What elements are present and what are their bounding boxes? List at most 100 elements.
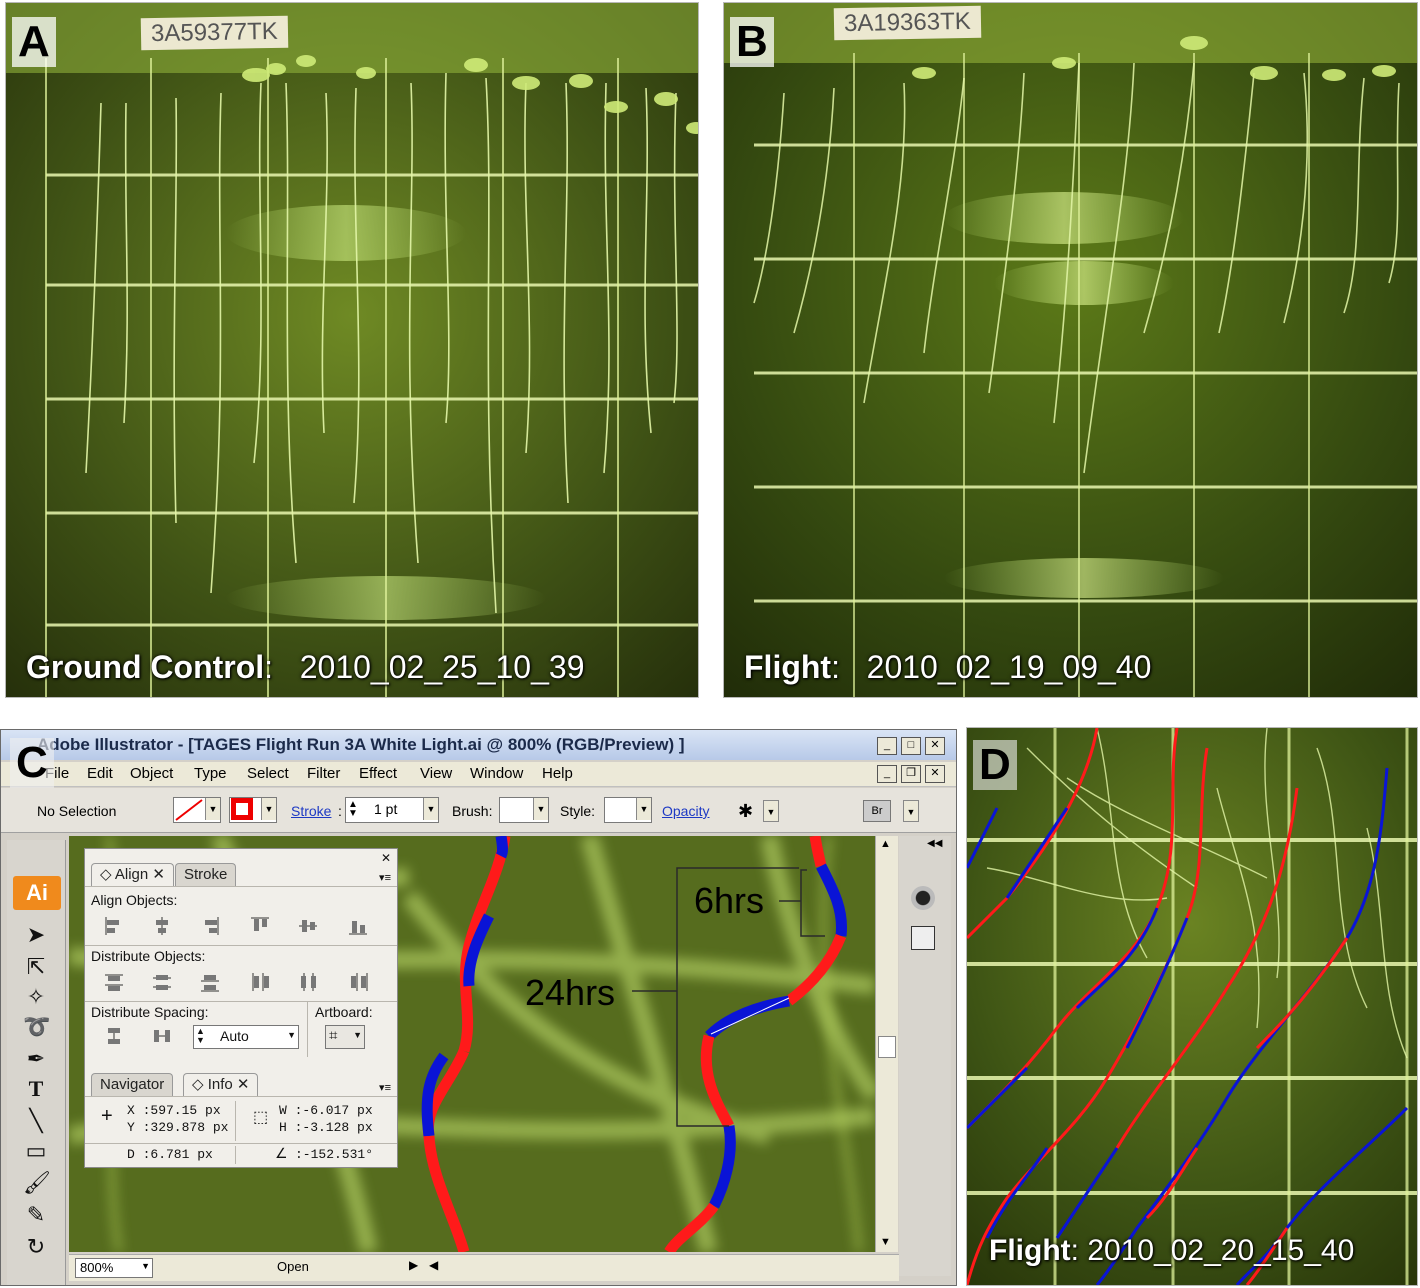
style-label: Style: — [560, 803, 596, 819]
tab-navigator[interactable]: Navigator — [91, 1073, 174, 1096]
info-angle: :-152.531° — [295, 1147, 374, 1162]
chevron-down-icon[interactable]: ▼ — [205, 798, 220, 820]
spacing-vertical-icon[interactable] — [103, 1025, 125, 1047]
palette-menu-icon[interactable]: ▾≡ — [379, 872, 391, 884]
scroll-up-icon[interactable]: ▲ — [880, 838, 891, 850]
menu-filter[interactable]: Filter — [307, 765, 341, 782]
lasso-tool-icon[interactable]: ➰ — [23, 1014, 51, 1039]
magic-wand-icon[interactable]: ✧ — [26, 984, 46, 1009]
stroke-color-icon — [231, 798, 253, 820]
menu-select[interactable]: Select — [247, 765, 289, 782]
doc-minimize-button[interactable]: _ — [877, 765, 897, 783]
menu-object[interactable]: Object — [130, 765, 174, 782]
spacing-field[interactable]: ▲ ▼ Auto ▼ — [193, 1025, 299, 1049]
pen-tool-icon[interactable]: ✒ — [26, 1046, 46, 1071]
maximize-button[interactable]: □ — [901, 737, 921, 755]
distribute-left-icon[interactable] — [249, 971, 271, 993]
align-middle-icon[interactable] — [297, 915, 319, 937]
zoom-dropdown[interactable]: 800% ▼ — [75, 1258, 153, 1278]
window-title: Adobe Illustrator - [TAGES Flight Run 3A… — [37, 735, 685, 754]
distribute-vcenter-icon[interactable] — [151, 971, 173, 993]
info-h: H :-3.128 px — [279, 1120, 373, 1135]
layers-icon[interactable] — [911, 926, 935, 950]
line-tool-icon[interactable]: ╲ — [29, 1108, 43, 1133]
type-tool-icon[interactable]: T — [28, 1076, 44, 1101]
style-dropdown[interactable]: ▼ — [604, 797, 652, 823]
vertical-scrollbar[interactable]: ▲ ▼ — [875, 836, 898, 1252]
chevron-down-icon[interactable]: ▼ — [763, 800, 779, 822]
align-left-icon[interactable] — [103, 915, 125, 937]
brush-label: Brush: — [452, 803, 493, 819]
stepper-icon[interactable]: ▲ ▼ — [348, 799, 358, 819]
align-info-palette: ◇ Align ✕ Stroke ✕ ▾≡ Align Objects: Dis… — [84, 848, 398, 1168]
doc-restore-button[interactable]: ❐ — [901, 765, 921, 783]
menu-view[interactable]: View — [420, 765, 453, 782]
distribute-bottom-icon[interactable] — [199, 971, 221, 993]
distribute-right-icon[interactable] — [347, 971, 369, 993]
zoom-value: 800% — [80, 1260, 114, 1275]
no-fill-icon — [175, 799, 203, 821]
chevron-down-icon[interactable]: ▼ — [903, 800, 919, 822]
align-center-icon[interactable] — [151, 915, 173, 937]
close-button[interactable]: ✕ — [925, 737, 945, 755]
chevron-down-icon[interactable]: ▼ — [287, 1030, 296, 1040]
bridge-icon[interactable]: Br — [863, 800, 891, 822]
menu-help[interactable]: Help — [542, 765, 573, 782]
align-bottom-icon[interactable] — [347, 915, 369, 937]
align-right-icon[interactable] — [199, 915, 221, 937]
artboard-label: Artboard: — [315, 1004, 373, 1020]
caption-label: Flight — [989, 1234, 1071, 1267]
tab-align[interactable]: ◇ Align ✕ — [91, 863, 174, 886]
plate-id-tag: 3A19363TK — [833, 5, 982, 41]
panel-d: D Flight: 2010_02_20_15_40 — [966, 727, 1418, 1286]
pencil-tool-icon[interactable]: ✎ — [26, 1202, 46, 1227]
stroke-link[interactable]: Stroke — [291, 803, 332, 819]
spacing-horizontal-icon[interactable] — [151, 1025, 173, 1047]
tab-info[interactable]: ◇ Info ✕ — [183, 1073, 259, 1096]
info-x: X :597.15 px — [127, 1103, 221, 1118]
chevron-down-icon[interactable]: ▼ — [141, 1261, 150, 1271]
menu-type[interactable]: Type — [194, 765, 227, 782]
chevron-down-icon[interactable]: ▼ — [533, 798, 548, 820]
appearance-icon[interactable] — [911, 886, 935, 910]
stroke-swatch[interactable]: ▼ — [229, 797, 277, 823]
stepper-icon[interactable]: ▲ ▼ — [196, 1026, 205, 1045]
annotation-6hrs: 6hrs — [694, 880, 765, 921]
recolor-icon[interactable]: ✱ — [738, 801, 754, 821]
doc-close-button[interactable]: ✕ — [925, 765, 945, 783]
panel-c-letter: C — [10, 738, 54, 788]
paintbrush-tool-icon[interactable]: 🖌 — [23, 1170, 51, 1195]
fill-swatch[interactable]: ▼ — [173, 797, 221, 823]
menu-window[interactable]: Window — [470, 765, 524, 782]
artboard-align-dropdown[interactable]: ⌗ ▼ — [325, 1025, 365, 1049]
status-menu-icon[interactable]: ▶ — [409, 1258, 419, 1272]
align-objects-label: Align Objects: — [91, 892, 178, 908]
chevron-down-icon[interactable]: ▼ — [261, 798, 276, 820]
direct-selection-tool-icon[interactable]: ⇱ — [26, 954, 46, 979]
scroll-thumb[interactable] — [878, 1036, 896, 1058]
collapse-dock-icon[interactable]: ◀◀ — [927, 838, 943, 849]
menu-effect[interactable]: Effect — [359, 765, 398, 782]
align-top-icon[interactable] — [249, 915, 271, 937]
title-bar[interactable]: Adobe Illustrator - [TAGES Flight Run 3A… — [1, 730, 956, 760]
chevron-down-icon[interactable]: ▼ — [423, 798, 438, 820]
chevron-down-icon[interactable]: ▼ — [353, 1030, 362, 1040]
scroll-left-icon[interactable]: ◀ — [429, 1258, 439, 1272]
rotate-tool-icon[interactable]: ↻ — [26, 1234, 46, 1259]
opacity-link[interactable]: Opacity — [662, 803, 710, 819]
brush-dropdown[interactable]: ▼ — [499, 797, 549, 823]
distribute-top-icon[interactable] — [103, 971, 125, 993]
minimize-button[interactable]: _ — [877, 737, 897, 755]
selection-tool-icon[interactable]: ➤ — [26, 922, 46, 947]
status-bar: 800% ▼ Open ▶ ◀ — [69, 1254, 899, 1281]
palette-menu-icon[interactable]: ▾≡ — [379, 1082, 391, 1094]
scroll-down-icon[interactable]: ▼ — [880, 1236, 891, 1248]
tab-stroke[interactable]: Stroke — [175, 863, 237, 886]
panel-b-caption: Flight: 2010_02_19_09_40 — [744, 649, 1151, 686]
stroke-weight-field[interactable]: ▲ ▼ 1 pt ▼ — [345, 797, 439, 823]
menu-edit[interactable]: Edit — [87, 765, 113, 782]
rectangle-tool-icon[interactable]: ▭ — [25, 1138, 47, 1163]
chevron-down-icon[interactable]: ▼ — [636, 798, 651, 820]
palette-close-icon[interactable]: ✕ — [380, 851, 391, 865]
distribute-hcenter-icon[interactable] — [297, 971, 319, 993]
